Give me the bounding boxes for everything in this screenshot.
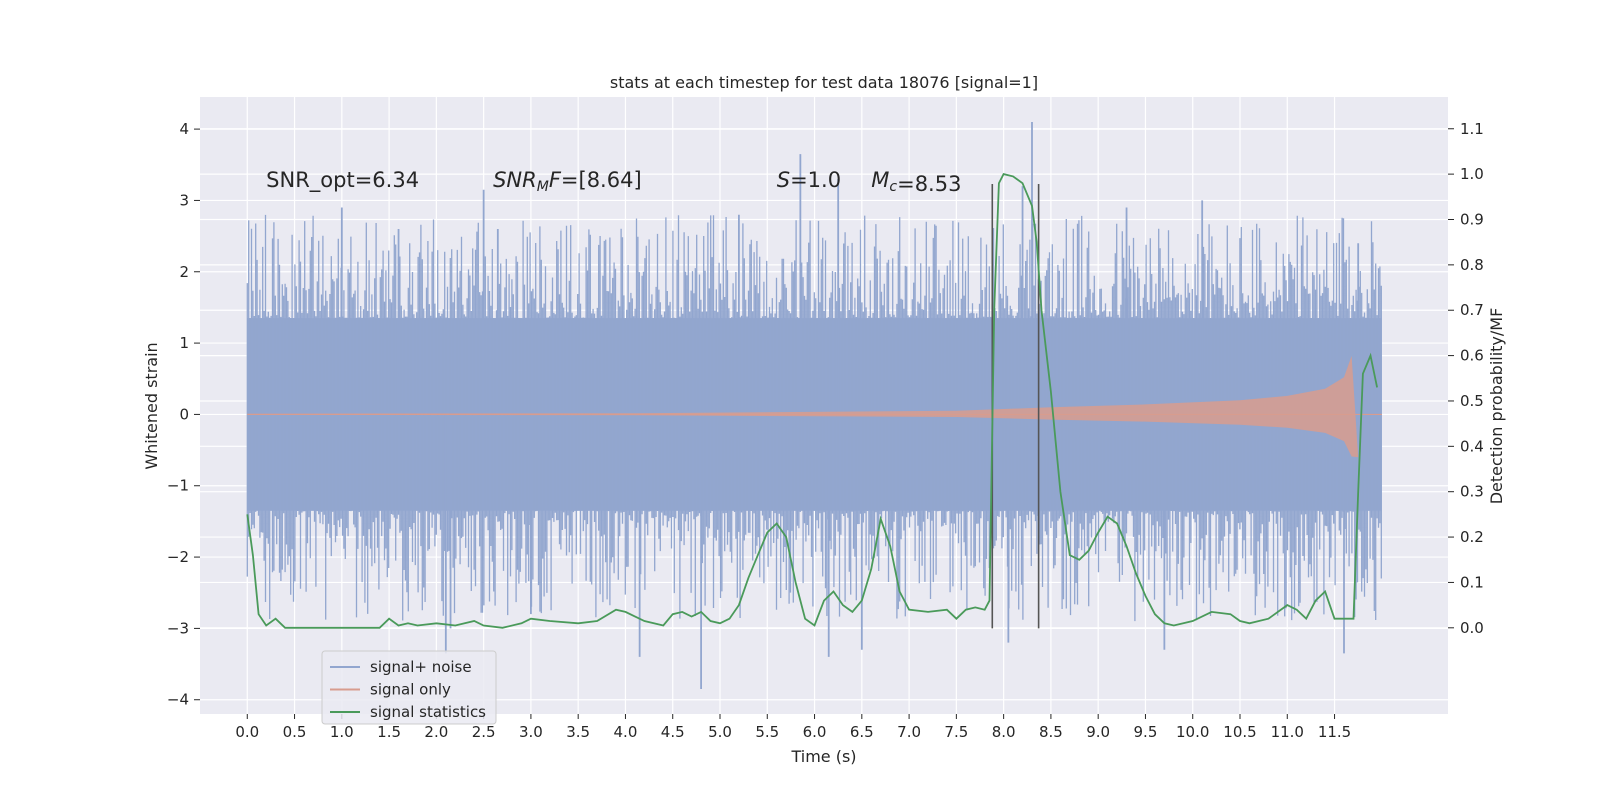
right-y-tick-label: 1.0 [1460,165,1484,183]
legend-box [321,650,497,725]
x-tick-label: 11.0 [1271,723,1304,741]
x-tick-label: 6.5 [850,723,874,741]
right-y-tick-label: 0.9 [1460,210,1484,228]
x-tick-label: 5.0 [708,723,732,741]
legend-entry-label: signal statistics [370,703,486,721]
legend: signal+ noise signal only signal statistic… [321,650,497,725]
annotations: SNR_opt=6.34 SNRMF=[8.64] S=1.0 Mc=8.53 [266,168,961,196]
y-tick-label: −3 [167,619,189,637]
x-tick-label: 3.0 [519,723,543,741]
right-y-tick-label: 0.6 [1460,347,1484,365]
right-y-tick-label: 0.1 [1460,573,1484,591]
x-tick-label: 9.5 [1134,723,1158,741]
signal-statistics-line [246,173,1378,629]
right-y-tick-label: 0.4 [1460,437,1484,455]
x-tick-label: 8.0 [992,723,1016,741]
annotation-text: SNRMF=[8.64] [493,168,642,195]
x-tick-label: 1.0 [330,723,354,741]
x-tick-label: 4.0 [614,723,638,741]
right-y-axis-ticks: 0.0 0.1 0.2 0.3 0.4 0.5 0.6 0.7 0.8 0.9 1.0 1.1 [1448,120,1484,637]
right-y-tick-label: 0.3 [1460,483,1484,501]
x-tick-label: 2.5 [472,723,496,741]
x-tick-label: 4.5 [661,723,685,741]
y-axis-ticks: −4 −3 −2 −1 0 1 2 3 4 [167,120,200,709]
right-y-tick-label: 0.7 [1460,301,1484,319]
x-tick-label: 10.0 [1176,723,1209,741]
right-y-tick-label: 0.0 [1460,619,1484,637]
y-tick-label: 2 [179,263,189,281]
x-tick-label: 7.0 [897,723,921,741]
right-y-axis-label: Detection probability/MF [1487,308,1506,505]
annotation-text: S=1.0 [777,168,841,192]
x-tick-label: 5.5 [755,723,779,741]
x-tick-label: 1.5 [377,723,401,741]
x-tick-label: 9.0 [1086,723,1110,741]
y-axis-label: Whitened strain [142,342,161,469]
noise-trace [246,214,1382,622]
chart-title: stats at each timestep for test data 180… [610,73,1038,92]
right-y-tick-label: 0.5 [1460,392,1484,410]
x-tick-label: 11.5 [1318,723,1351,741]
x-tick-label: 2.0 [424,723,448,741]
x-tick-label: 3.5 [566,723,590,741]
right-y-tick-label: 1.1 [1460,120,1484,138]
y-tick-label: −1 [167,477,189,495]
y-tick-label: −4 [167,691,189,709]
right-y-tick-label: 0.2 [1460,528,1484,546]
x-tick-label: 0.0 [235,723,259,741]
x-tick-label: 0.5 [283,723,307,741]
x-tick-label: 10.5 [1223,723,1256,741]
x-axis-ticks: 0.0 0.5 1.0 1.5 2.0 2.5 3.0 3.5 4.0 4.5 5.0 5.5 6.0 6… [235,714,1351,741]
x-tick-label: 6.0 [803,723,827,741]
annotation-text: Mc=8.53 [871,168,961,196]
y-tick-label: 4 [179,120,189,138]
y-tick-label: 0 [179,405,189,423]
legend-entry-label: signal+ noise [370,658,472,676]
right-y-tick-label: 0.8 [1460,256,1484,274]
y-tick-label: 3 [179,191,189,209]
x-tick-label: 8.5 [1039,723,1063,741]
y-tick-label: 1 [179,334,189,352]
signal-only-envelope [247,355,1382,458]
legend-entry-label: signal only [370,681,451,699]
signal-only-series [247,355,1382,458]
y-tick-label: −2 [167,548,189,566]
signal-statistics-series [246,173,1378,629]
annotation-text: SNR_opt=6.34 [266,168,419,193]
x-axis-label: Time (s) [790,747,856,766]
x-tick-label: 7.5 [944,723,968,741]
